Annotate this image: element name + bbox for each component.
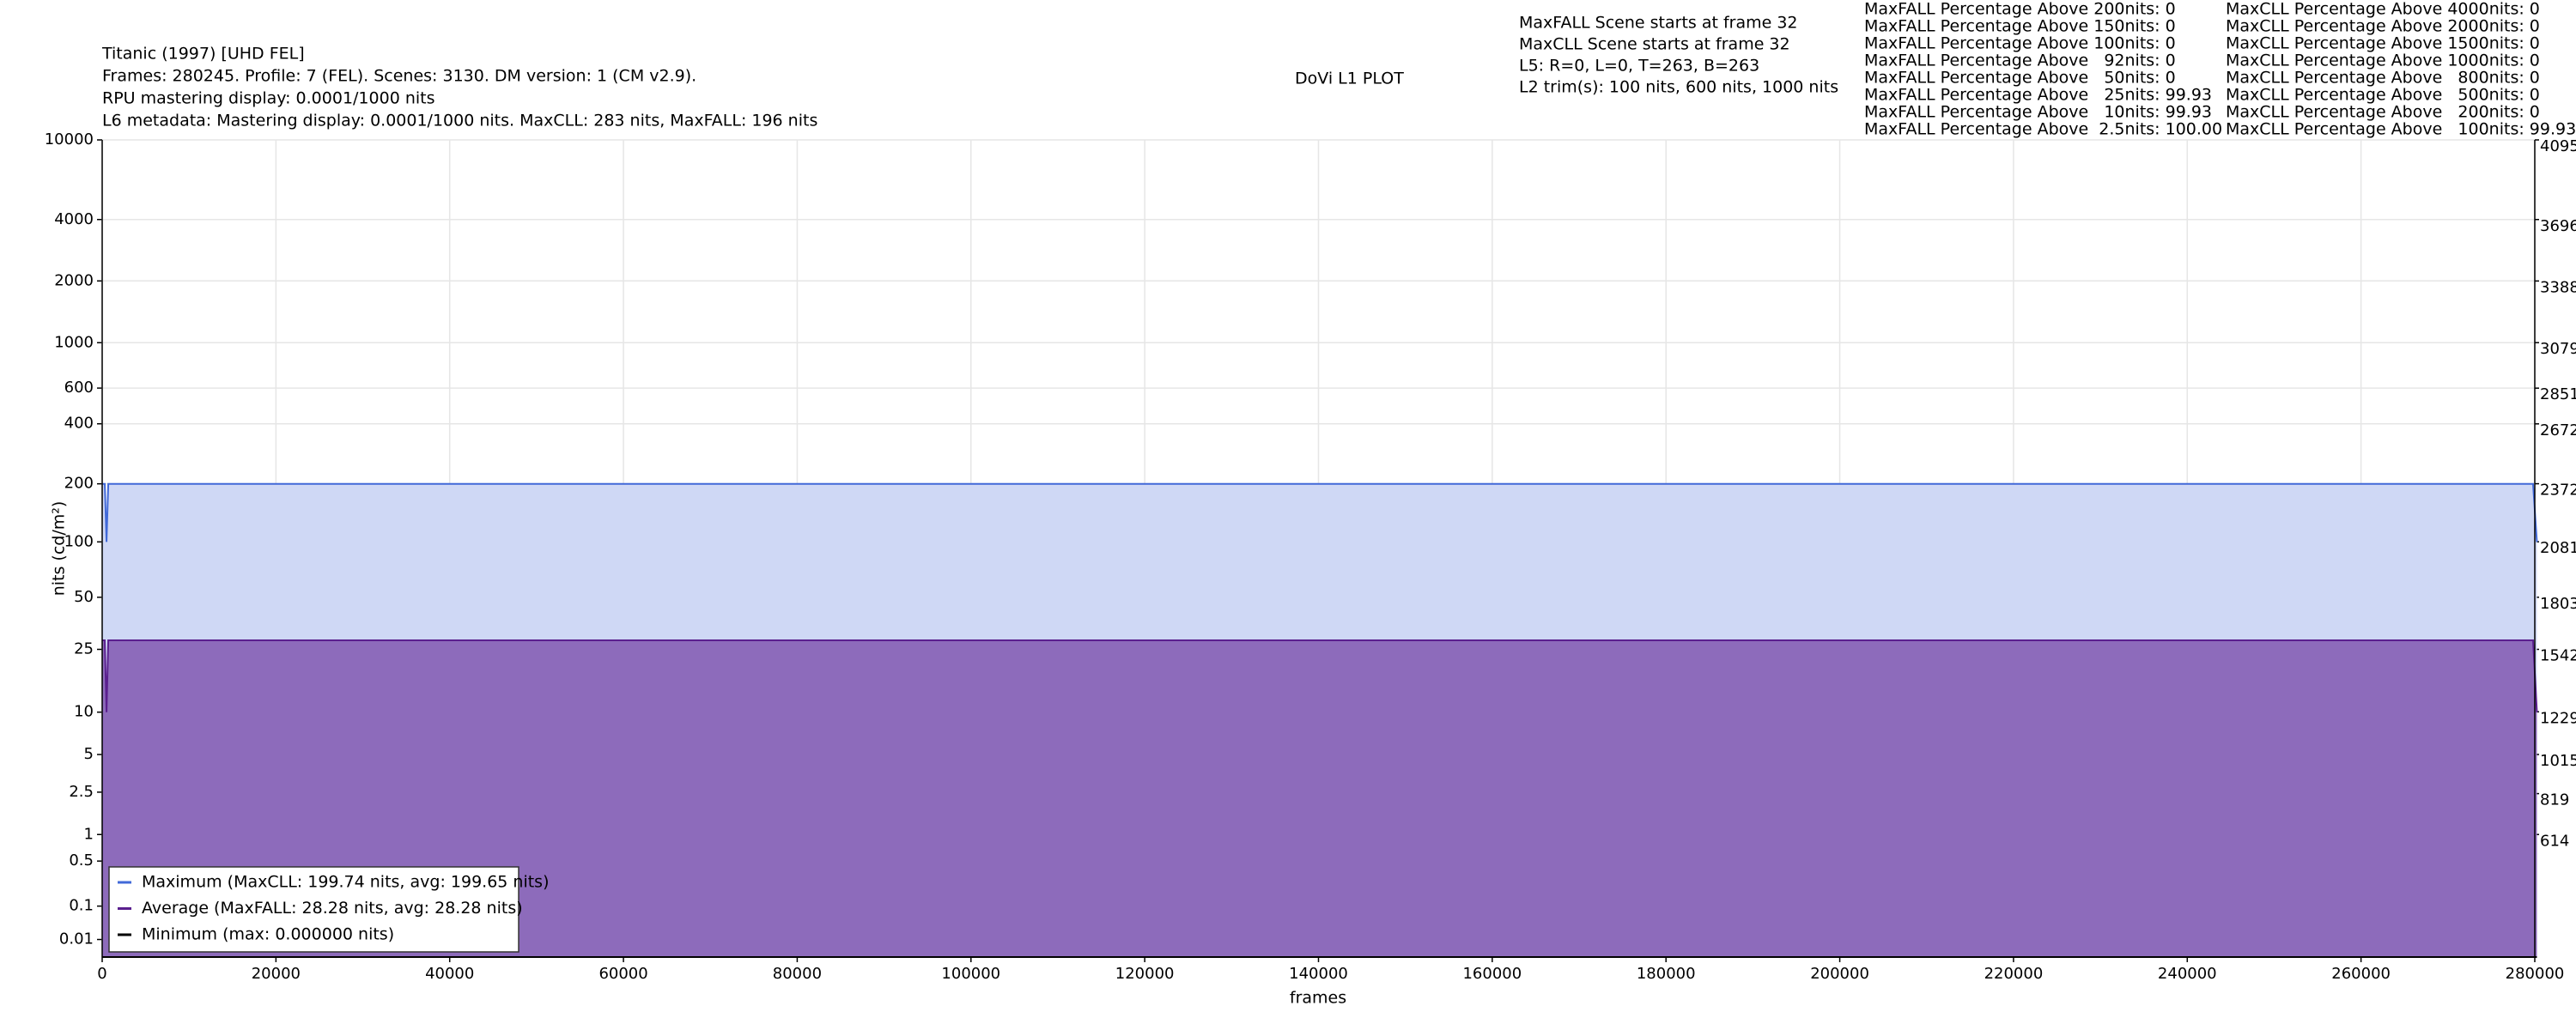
y-tick-label: 10 <box>74 703 94 721</box>
maxfall-line: MaxFALL Percentage Above 2.5nits: 100.00 <box>1864 120 2222 139</box>
y2-tick-label: 2851 <box>2540 385 2576 403</box>
x-tick-label: 20000 <box>252 965 301 983</box>
y2-tick-label: 1015 <box>2540 752 2576 770</box>
y-tick-label: 2000 <box>54 271 94 289</box>
series-line <box>102 639 2538 712</box>
y-tick-label: 0.5 <box>69 851 94 869</box>
maxcll-line: MaxCLL Percentage Above 4000nits: 0 <box>2226 0 2540 19</box>
x-tick-label: 80000 <box>773 965 822 983</box>
y-tick-label: 200 <box>64 475 94 493</box>
header-line: L6 metadata: Mastering display: 0.0001/1… <box>102 112 817 130</box>
maxcll-line: MaxCLL Percentage Above 800nits: 0 <box>2226 69 2540 88</box>
maxcll-line: MaxCLL Percentage Above 1500nits: 0 <box>2226 34 2540 53</box>
y-tick-label: 0.1 <box>69 897 94 915</box>
area-fill <box>102 640 2537 957</box>
y2-tick-label: 4095 <box>2540 137 2576 155</box>
x-tick-label: 180000 <box>1637 965 1696 983</box>
maxfall-line: MaxFALL Percentage Above 50nits: 0 <box>1864 69 2176 88</box>
x-tick-label: 260000 <box>2331 965 2391 983</box>
y2-tick-label: 3696 <box>2540 217 2576 235</box>
legend-label: Minimum (max: 0.000000 nits) <box>142 925 394 944</box>
x-tick-label: 220000 <box>1984 965 2044 983</box>
y-tick-label: 1 <box>84 825 94 843</box>
y2-tick-label: 2081 <box>2540 539 2576 557</box>
y2-tick-label: 1229 <box>2540 709 2576 727</box>
x-tick-label: 100000 <box>941 965 1000 983</box>
maxcll-line: MaxCLL Percentage Above 500nits: 0 <box>2226 86 2540 105</box>
y2-tick-label: 1542 <box>2540 647 2576 665</box>
header-line: Titanic (1997) [UHD FEL] <box>101 45 305 64</box>
maxcll-line: MaxCLL Percentage Above 200nits: 0 <box>2226 103 2540 122</box>
legend-box <box>108 866 519 953</box>
maxcll-line: MaxCLL Percentage Above 2000nits: 0 <box>2226 17 2540 36</box>
x-tick-label: 0 <box>97 965 106 983</box>
series-line <box>102 482 2538 542</box>
y-tick-label: 50 <box>74 588 94 606</box>
y-tick-label: 600 <box>64 379 94 397</box>
y-tick-label: 5 <box>84 745 94 763</box>
info-line: L2 trim(s): 100 nits, 600 nits, 1000 nit… <box>1519 78 1838 97</box>
chart-title: DoVi L1 PLOT <box>1295 70 1404 88</box>
y2-tick-label: 1803 <box>2540 595 2576 613</box>
maxfall-line: MaxFALL Percentage Above 25nits: 99.93 <box>1864 86 2212 105</box>
legend-label: Maximum (MaxCLL: 199.74 nits, avg: 199.6… <box>142 873 550 892</box>
info-line: L5: R=0, L=0, T=263, B=263 <box>1519 57 1759 76</box>
y-tick-label: 2.5 <box>69 783 94 801</box>
info-line: MaxCLL Scene starts at frame 32 <box>1519 35 1790 54</box>
x-tick-label: 280000 <box>2506 965 2565 983</box>
y2-tick-label: 614 <box>2540 832 2569 850</box>
x-tick-label: 200000 <box>1810 965 1869 983</box>
y2-tick-label: 2672 <box>2540 421 2576 439</box>
y2-tick-label: 819 <box>2540 791 2569 809</box>
y2-tick-label: 3388 <box>2540 278 2576 296</box>
x-tick-label: 240000 <box>2158 965 2217 983</box>
maxcll-line: MaxCLL Percentage Above 100nits: 99.93 <box>2226 120 2576 139</box>
maxfall-line: MaxFALL Percentage Above 10nits: 99.93 <box>1864 103 2212 122</box>
y-tick-label: 10000 <box>45 130 94 148</box>
y2-tick-label: 3079 <box>2540 340 2576 358</box>
y-tick-label: 4000 <box>54 210 94 228</box>
y-axis-label: nits (cd/m²) <box>50 501 69 597</box>
x-tick-label: 160000 <box>1462 965 1522 983</box>
y2-tick-label: 2372 <box>2540 482 2576 500</box>
x-tick-label: 120000 <box>1115 965 1175 983</box>
maxfall-line: MaxFALL Percentage Above 92nits: 0 <box>1864 52 2176 70</box>
x-tick-label: 40000 <box>425 965 474 983</box>
header-line: RPU mastering display: 0.0001/1000 nits <box>102 89 435 108</box>
x-tick-label: 140000 <box>1289 965 1348 983</box>
x-tick-label: 60000 <box>598 965 647 983</box>
x-axis-label: frames <box>1290 989 1346 1008</box>
y-tick-label: 400 <box>64 415 94 433</box>
y-tick-label: 100 <box>64 532 94 550</box>
y-tick-label: 1000 <box>54 333 94 351</box>
maxfall-line: MaxFALL Percentage Above 200nits: 0 <box>1864 0 2176 19</box>
legend-label: Average (MaxFALL: 28.28 nits, avg: 28.28… <box>142 899 523 918</box>
info-line: MaxFALL Scene starts at frame 32 <box>1519 14 1798 33</box>
maxfall-line: MaxFALL Percentage Above 150nits: 0 <box>1864 17 2176 36</box>
header-line: Frames: 280245. Profile: 7 (FEL). Scenes… <box>102 67 696 86</box>
maxfall-line: MaxFALL Percentage Above 100nits: 0 <box>1864 34 2176 53</box>
y-tick-label: 0.01 <box>59 930 94 948</box>
y-tick-label: 25 <box>74 640 94 658</box>
maxcll-line: MaxCLL Percentage Above 1000nits: 0 <box>2226 52 2540 70</box>
